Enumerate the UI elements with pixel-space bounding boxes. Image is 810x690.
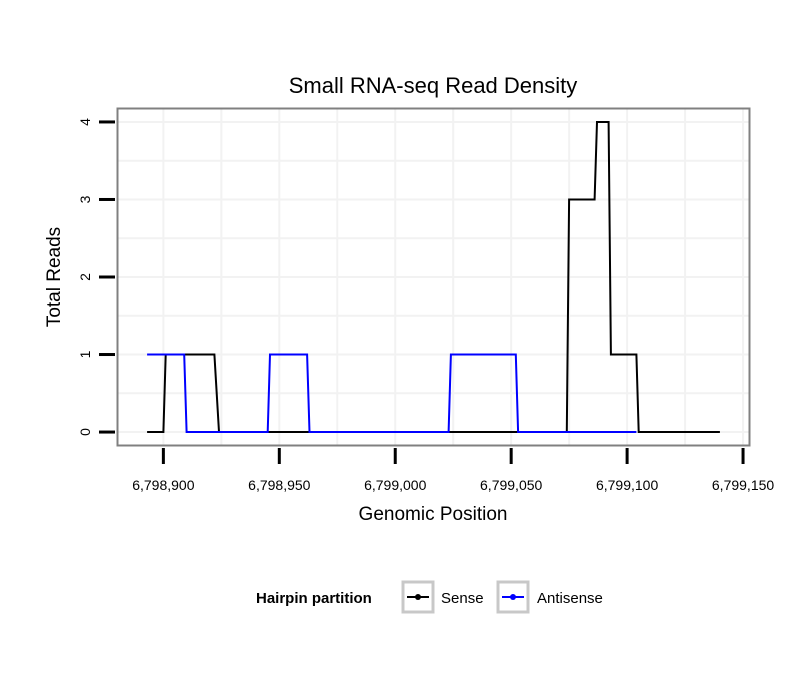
legend-item-antisense: Antisense bbox=[496, 580, 603, 614]
x-axis: 6,798,900 6,798,950 6,799,000 6,799,050 6,79… bbox=[132, 448, 774, 493]
legend-label-antisense: Antisense bbox=[537, 590, 603, 607]
y-tick-label: 1 bbox=[77, 350, 93, 358]
plot-panel bbox=[116, 107, 751, 447]
series-line-antisense bbox=[147, 353, 637, 433]
legend: Hairpin partition Sense Antisense bbox=[256, 580, 603, 614]
legend-title: Hairpin partition bbox=[256, 590, 372, 607]
x-tick-label: 6,798,950 bbox=[248, 477, 310, 493]
y-tick-label: 4 bbox=[77, 118, 93, 126]
legend-point-sense bbox=[415, 594, 421, 600]
legend-label-sense: Sense bbox=[441, 590, 484, 607]
x-tick-label: 6,799,000 bbox=[364, 477, 426, 493]
y-axis: 0 1 2 3 4 bbox=[77, 118, 115, 436]
y-axis-title: Total Reads bbox=[44, 227, 65, 327]
x-tick-label: 6,798,900 bbox=[132, 477, 194, 493]
x-tick-label: 6,799,150 bbox=[712, 477, 774, 493]
legend-point-antisense bbox=[510, 594, 516, 600]
x-tick-label: 6,799,100 bbox=[596, 477, 658, 493]
gridlines bbox=[117, 108, 750, 446]
series-lines bbox=[147, 121, 720, 433]
x-tick-label: 6,799,050 bbox=[480, 477, 542, 493]
y-tick-label: 0 bbox=[77, 428, 93, 436]
y-tick-label: 3 bbox=[77, 195, 93, 203]
legend-item-sense: Sense bbox=[401, 580, 484, 614]
chart-title: Small RNA-seq Read Density bbox=[289, 73, 578, 98]
y-tick-label: 2 bbox=[77, 273, 93, 281]
x-axis-title: Genomic Position bbox=[359, 504, 508, 525]
